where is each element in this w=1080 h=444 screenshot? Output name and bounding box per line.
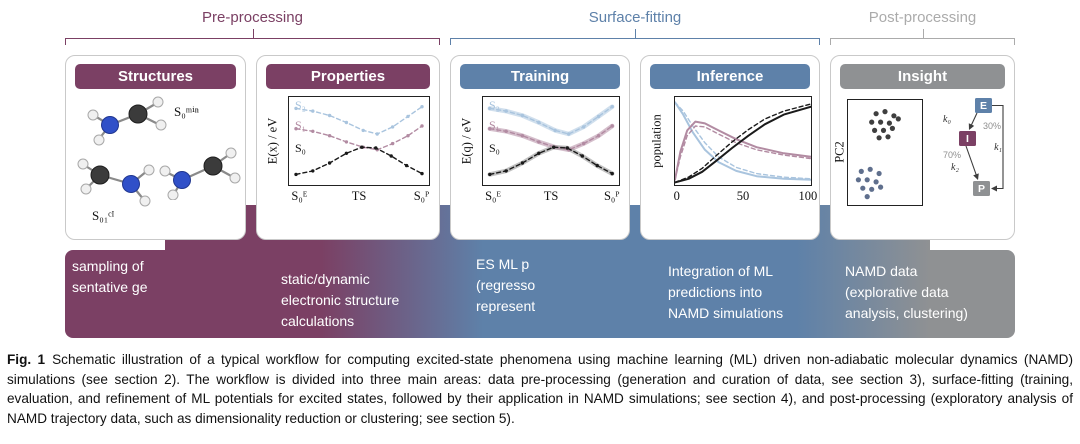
panel-training: Training E(q) / eV S₂ S₁ S₀ S₀ᴱ TS S₀ᴾ bbox=[450, 55, 630, 240]
stage-label-surface-fitting: Surface-fitting bbox=[588, 9, 682, 26]
structure-label-s0-min: S₀ᵐⁱⁿ bbox=[174, 104, 199, 119]
training-x-ticks: S₀ᴱ TS S₀ᴾ bbox=[482, 189, 620, 207]
scheme-p-label: P bbox=[978, 183, 985, 195]
scheme-70pct-label: 70% bbox=[943, 150, 961, 160]
bracket-tick bbox=[922, 29, 924, 38]
bracket-tick bbox=[252, 29, 254, 38]
panel-training-title: Training bbox=[460, 64, 620, 89]
x-tick-50: 50 bbox=[736, 189, 750, 203]
panel-insight: Insight PC2 E I P k₀ 30% k₁ 70% k₂ bbox=[830, 55, 1015, 240]
band-text-integration: Integration of ML predictions into NAMD … bbox=[668, 263, 784, 321]
figure-caption-label: Fig. 1 bbox=[7, 352, 46, 367]
training-s2-label: S₂ bbox=[489, 98, 500, 112]
scheme-e-box bbox=[975, 98, 992, 113]
scheme-i-box bbox=[959, 131, 976, 146]
panel-insight-title: Insight bbox=[840, 64, 1005, 89]
scheme-e-label: E bbox=[980, 100, 987, 112]
inference-y-axis-label: population bbox=[649, 114, 664, 168]
x-tick-ts: TS bbox=[351, 189, 367, 203]
x-tick-s0p: S₀ᴾ bbox=[413, 189, 430, 203]
band-text-structure-calculations: static/dynamic electronic structure calc… bbox=[281, 271, 400, 329]
inference-chart-canvas bbox=[674, 97, 812, 185]
training-s0-label: S₀ bbox=[489, 141, 500, 155]
properties-x-ticks: S₀ᴱ TS S₀ᴾ bbox=[288, 189, 430, 207]
band-text-sampling: sampling of sentative ge bbox=[72, 258, 148, 295]
training-y-axis-label: E(q) / eV bbox=[459, 117, 474, 165]
band-text-namd-data: NAMD data (explorative data analysis, cl… bbox=[845, 263, 968, 321]
properties-s1-label: S₁ bbox=[295, 118, 306, 132]
inference-plot bbox=[674, 96, 812, 186]
band-text-es-ml-potentials: ES ML p (regresso represent bbox=[476, 256, 536, 314]
insight-pc2-axis-label: PC2 bbox=[832, 141, 847, 163]
training-s1-label: S₁ bbox=[489, 118, 500, 132]
properties-plot: S₂ S₁ S₀ bbox=[288, 96, 430, 186]
panel-inference-title: Inference bbox=[650, 64, 810, 89]
molecule-structure-3 bbox=[159, 147, 241, 200]
x-tick-s0p: S₀ᴾ bbox=[603, 189, 620, 203]
x-tick-s0e: S₀ᴱ bbox=[291, 189, 308, 203]
stage-label-pre-processing: Pre-processing bbox=[202, 9, 303, 26]
panel-properties: Properties E(x) / eV S₂ S₁ S₀ S₀ᴱ TS S₀ᴾ bbox=[256, 55, 440, 240]
stage-label-post-processing: Post-processing bbox=[868, 9, 977, 26]
inference-x-ticks: 0 50 100 bbox=[673, 189, 818, 207]
panel-structures: Structures S₀ᵐⁱⁿ S₀₁ᶜᴵ bbox=[65, 55, 246, 240]
scheme-k2-label: k₂ bbox=[951, 162, 959, 173]
scheme-p-box bbox=[973, 181, 990, 196]
x-tick-100: 100 bbox=[798, 189, 818, 203]
properties-s0-label: S₀ bbox=[295, 141, 306, 155]
training-chart-canvas bbox=[483, 97, 619, 185]
scheme-30pct-label: 30% bbox=[983, 121, 1001, 131]
figure-caption: Fig. 1 Schematic illustration of a typica… bbox=[7, 350, 1073, 429]
molecule-structure-1 bbox=[87, 96, 167, 146]
insight-scatter-plot bbox=[847, 99, 923, 206]
panel-structures-title: Structures bbox=[75, 64, 236, 89]
insight-scatter-canvas bbox=[848, 100, 922, 205]
properties-chart-canvas bbox=[289, 97, 429, 185]
scheme-k0-label: k₀ bbox=[943, 114, 951, 125]
bracket bbox=[65, 38, 440, 45]
scheme-k1-label: k₁ bbox=[994, 142, 1002, 153]
panel-properties-title: Properties bbox=[266, 64, 430, 89]
bracket bbox=[450, 38, 820, 45]
bracket bbox=[830, 38, 1015, 45]
structure-label-s01-ci: S₀₁ᶜᴵ bbox=[92, 208, 115, 223]
x-tick-s0e: S₀ᴱ bbox=[485, 189, 501, 203]
properties-y-axis-label: E(x) / eV bbox=[265, 117, 280, 165]
x-tick-0: 0 bbox=[673, 189, 680, 203]
bracket-tick bbox=[635, 29, 637, 38]
stage-surface-fitting: Surface-fitting bbox=[450, 9, 820, 45]
x-tick-ts: TS bbox=[543, 189, 559, 203]
kinetic-scheme: E I P k₀ 30% k₁ 70% k₂ bbox=[943, 98, 1004, 196]
stage-pre-processing: Pre-processing bbox=[65, 9, 440, 45]
scheme-i-label: I bbox=[966, 133, 969, 145]
figure-caption-text: Schematic illustration of a typical work… bbox=[7, 352, 1074, 427]
training-plot: S₂ S₁ S₀ bbox=[482, 96, 620, 186]
properties-s2-label: S₂ bbox=[295, 98, 306, 112]
molecule-structure-2 bbox=[77, 158, 155, 207]
panel-inference: Inference population 0 50 100 bbox=[640, 55, 820, 240]
stage-post-processing: Post-processing bbox=[830, 9, 1015, 45]
